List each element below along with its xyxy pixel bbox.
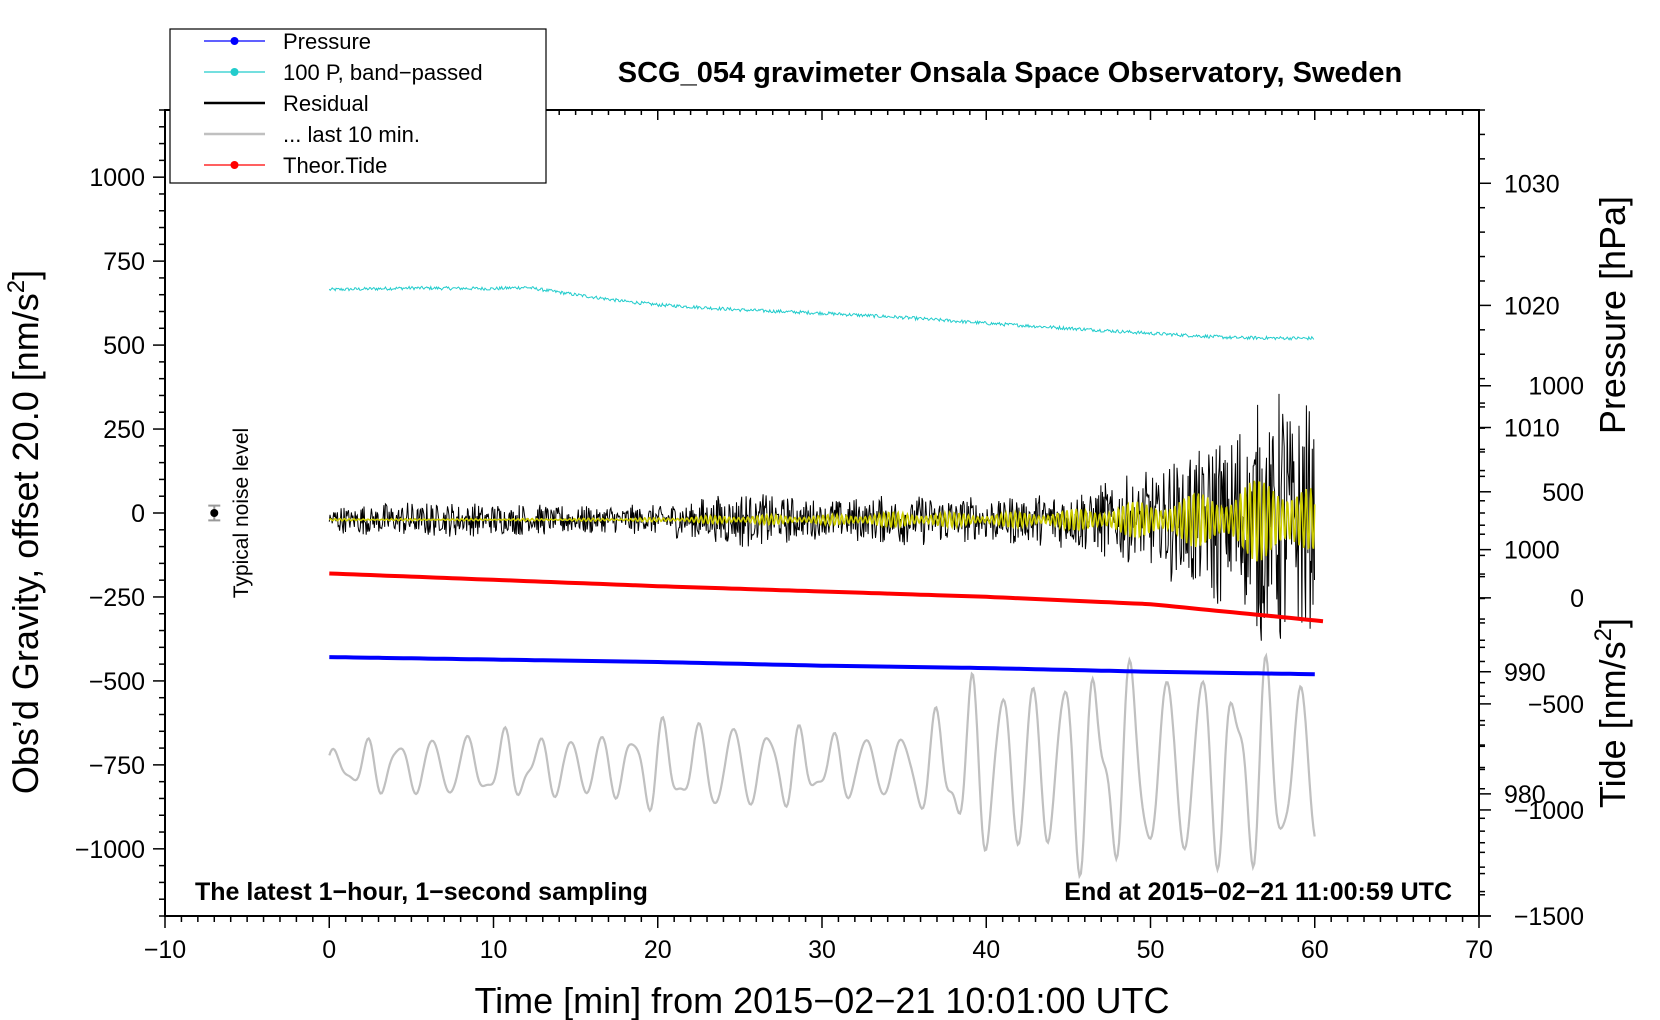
legend-label: Residual: [283, 91, 369, 116]
legend-label: 100 P, band−passed: [283, 60, 483, 85]
end-time-annotation: End at 2015−02−21 11:00:59 UTC: [1064, 878, 1452, 906]
legend-label: ... last 10 min.: [283, 122, 420, 147]
legend-swatch-marker: [230, 37, 239, 45]
x-tick-label: 0: [322, 936, 336, 964]
legend: Pressure 100 P, band−passed Residual ... la…: [169, 28, 547, 184]
y-axis-tide: 1000 500 0 −500 −1000 −1500: [1479, 373, 1584, 931]
pressure-series: [329, 655, 1315, 677]
y-pressure-tick-label: 990: [1504, 659, 1546, 687]
legend-swatch-marker: [230, 161, 239, 169]
y-axis-pressure: 1030 1020 1010 1000 990 980: [1479, 109, 1560, 917]
sampling-annotation: The latest 1−hour, 1−second sampling: [195, 878, 648, 906]
legend-swatch-marker: [230, 68, 239, 76]
residual-smoothed-series: [328, 480, 1316, 562]
x-axis-title: Time [min] from 2015−02−21 10:01:00 UTC: [474, 980, 1169, 1020]
legend-label: Pressure: [283, 29, 371, 54]
y-tide-tick-label: −1000: [1514, 797, 1584, 825]
band-passed-pressure-series: [328, 285, 1315, 341]
y-axis-pressure-title: Pressure [hPa]: [1592, 196, 1633, 434]
y-left-tick-label: 1000: [89, 164, 145, 192]
y-axis-tide-title: Tide [nm/s2]: [1590, 618, 1633, 808]
legend-label: Theor.Tide: [283, 153, 387, 178]
y-tide-tick-label: 0: [1570, 585, 1584, 613]
y-tide-tick-label: 500: [1542, 479, 1584, 507]
series-layer: [328, 285, 1324, 880]
x-tick-label: 20: [644, 936, 672, 964]
y-axis-left: 1000 750 500 250 0 −250 −500 −750 −1000: [75, 109, 165, 917]
chart-title: SCG_054 gravimeter Onsala Space Observat…: [618, 57, 1402, 89]
residual-series: [328, 393, 1315, 641]
y-left-tick-label: 750: [103, 248, 145, 276]
y-pressure-tick-label: 1030: [1504, 170, 1560, 198]
y-pressure-tick-label: 980: [1504, 781, 1546, 809]
y-pressure-tick-label: 1000: [1504, 537, 1560, 565]
y-left-tick-label: −750: [89, 752, 145, 780]
y-left-tick-label: −500: [89, 668, 145, 696]
y-pressure-tick-label: 1010: [1504, 415, 1560, 443]
x-tick-label: 50: [1137, 936, 1165, 964]
noise-point: [210, 509, 219, 517]
y-tide-tick-label: 1000: [1528, 373, 1584, 401]
last-10-min-series: [328, 652, 1316, 880]
y-left-tick-label: 500: [103, 332, 145, 360]
y-left-tick-label: 250: [103, 416, 145, 444]
theoretical-tide-series: [329, 571, 1324, 624]
y-left-tick-label: −1000: [75, 836, 145, 864]
y-left-tick-label: 0: [131, 500, 145, 528]
noise-level-marker: [208, 504, 221, 522]
y-tide-tick-label: −1500: [1514, 903, 1584, 931]
x-tick-label: 60: [1301, 936, 1329, 964]
noise-level-label: Typical noise level: [230, 428, 253, 598]
legend-box: [169, 28, 547, 184]
y-axis-left-title: Obs’d Gravity, offset 20.0 [nm/s2]: [3, 270, 46, 794]
x-tick-label: 30: [808, 936, 836, 964]
x-tick-label: 70: [1465, 936, 1493, 964]
x-tick-label: 10: [480, 936, 508, 964]
y-left-tick-label: −250: [89, 584, 145, 612]
x-tick-label: −10: [144, 936, 186, 964]
x-tick-label: 40: [972, 936, 1000, 964]
y-tide-tick-label: −500: [1528, 691, 1584, 719]
y-pressure-tick-label: 1020: [1504, 292, 1560, 320]
